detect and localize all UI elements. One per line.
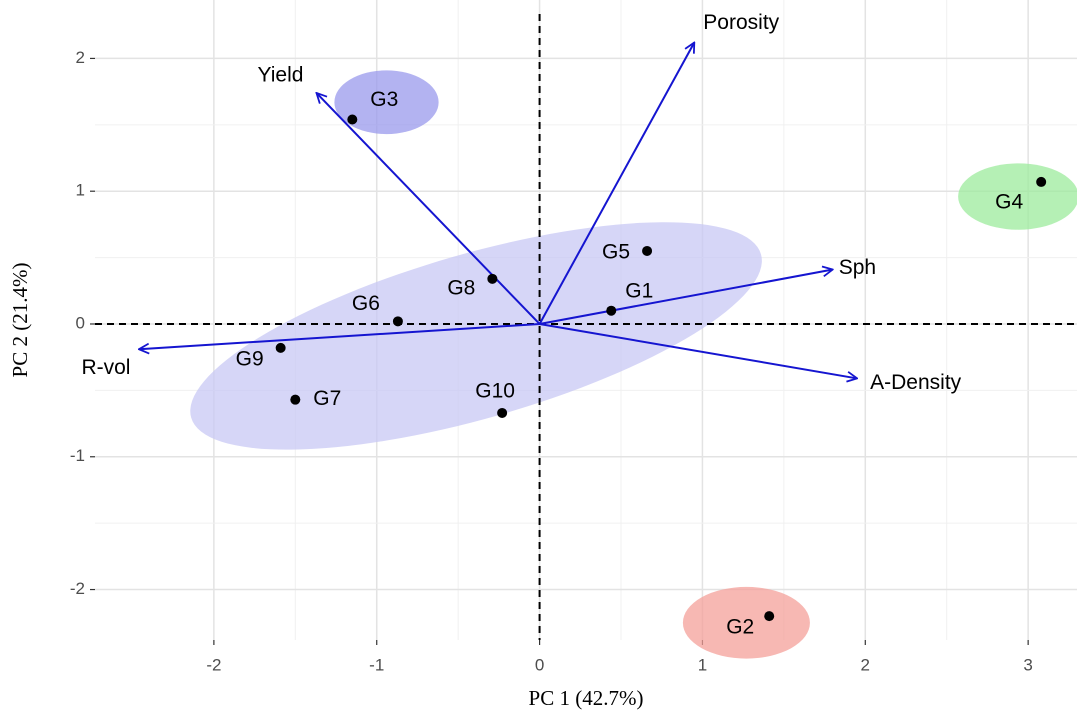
x-tick-label: 0 [535, 655, 544, 674]
group-ellipse [682, 586, 810, 659]
y-tick-label: 0 [76, 313, 85, 332]
point [347, 114, 358, 125]
point [487, 273, 498, 284]
arrow-label: Yield [258, 63, 304, 86]
point-label: G4 [995, 190, 1023, 213]
x-tick-label: 2 [861, 655, 870, 674]
y-tick-label: -2 [70, 579, 85, 598]
point-label: G5 [602, 241, 630, 264]
point-label: G7 [313, 387, 341, 410]
point [764, 611, 775, 622]
point [1036, 176, 1047, 187]
x-tick-label: 1 [698, 655, 707, 674]
point-label: G6 [352, 292, 380, 315]
y-tick-label: -1 [70, 446, 85, 465]
point [275, 342, 286, 353]
point [606, 305, 617, 316]
group-ellipse [334, 70, 439, 135]
x-axis-title: PC 1 (42.7%) [529, 686, 644, 710]
arrow-label: A-Density [870, 371, 962, 394]
x-tick-label: -2 [206, 655, 221, 674]
y-tick-label: 2 [76, 48, 85, 67]
loading-arrow [316, 93, 541, 325]
point [642, 245, 653, 256]
point [392, 316, 403, 327]
group-ellipse [190, 222, 762, 450]
y-tick-label: 1 [76, 181, 85, 200]
point-label: G2 [726, 616, 754, 639]
point [497, 407, 508, 418]
group-ellipse [958, 163, 1077, 230]
point-label: G9 [236, 347, 264, 370]
x-tick-label: 3 [1023, 655, 1032, 674]
point-label: G1 [625, 279, 653, 302]
point [290, 394, 301, 405]
x-tick-label: -1 [369, 655, 384, 674]
y-axis-title: PC 2 (21.4%) [8, 263, 32, 378]
point-label: G10 [475, 379, 515, 402]
loading-arrow [538, 42, 695, 325]
loading-arrow [139, 322, 540, 349]
arrow-label: Sph [839, 256, 876, 279]
loading-arrow [539, 270, 833, 325]
loading-arrow [539, 322, 858, 378]
point-label: G8 [447, 276, 475, 299]
point-label: G3 [370, 88, 398, 111]
arrow-label: Porosity [703, 11, 779, 34]
arrow-label: R-vol [81, 356, 130, 379]
